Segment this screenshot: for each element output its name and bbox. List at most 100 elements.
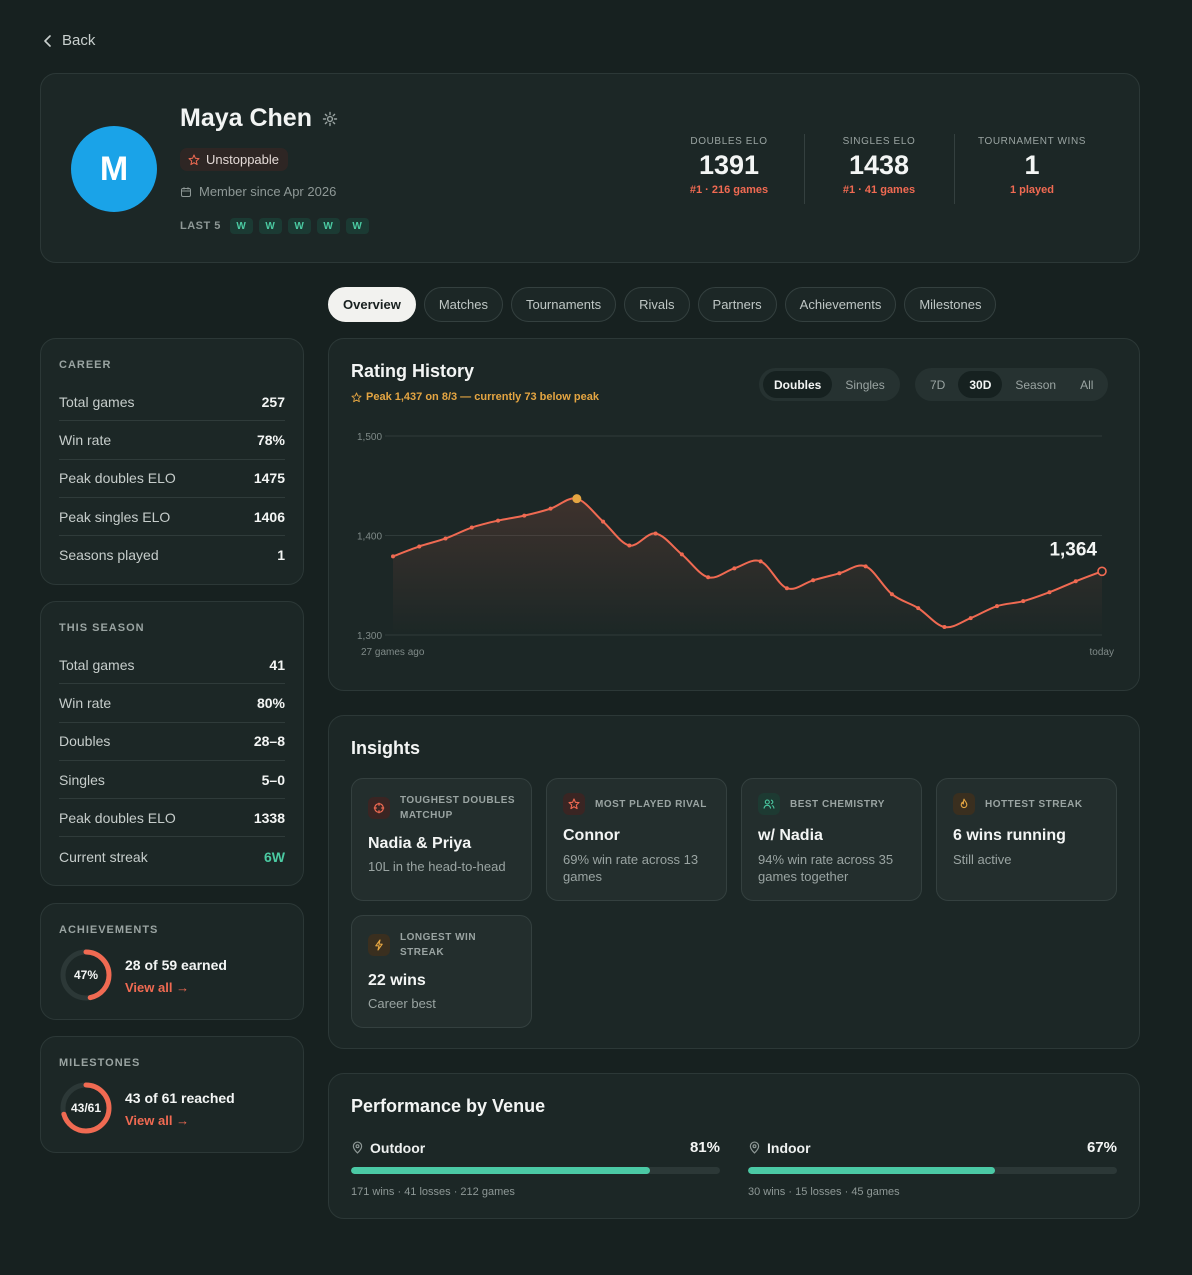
data-point [417, 544, 422, 549]
data-point [496, 518, 501, 523]
data-point [968, 616, 973, 621]
insight-title: 6 wins running [953, 827, 1066, 844]
insight-toughest-matchup[interactable]: TOUGHEST DOUBLES MATCHUP Nadia & Priya 1… [351, 778, 532, 901]
insight-best-chemistry[interactable]: BEST CHEMISTRY w/ Nadia 94% win rate acr… [741, 778, 922, 901]
season-heading: THIS SEASON [59, 622, 145, 634]
achievements-progress-ring: 47% [59, 948, 113, 1002]
insight-sub: Career best [368, 996, 436, 1011]
milestones-view-all-link[interactable]: View all → [125, 1113, 190, 1128]
row-label: Singles [59, 771, 105, 788]
result-pill: W [316, 218, 340, 234]
tab-milestones[interactable]: Milestones [904, 287, 997, 322]
career-heading: CAREER [59, 359, 112, 371]
row-value: 1475 [253, 470, 285, 487]
insight-title: Nadia & Priya [368, 835, 472, 852]
data-point [627, 543, 632, 548]
season-card: THIS SEASON Total games 41 Win rate 80% Do… [40, 601, 304, 886]
peak-note-text: Peak 1,437 on 8/3 — currently 73 below p… [366, 391, 599, 403]
row-label: Doubles [59, 733, 111, 750]
insight-caption: TOUGHEST DOUBLES MATCHUP [400, 795, 516, 821]
stat-row: Doubles 28–8 [59, 723, 285, 761]
venue-percent: 81% [689, 1139, 720, 1156]
profile-tabs: Overview Matches Tournaments Rivals Part… [328, 287, 997, 322]
data-point [653, 531, 658, 536]
data-point [758, 559, 763, 564]
mode-singles-option[interactable]: Singles [845, 377, 885, 392]
insight-sub: 69% win rate across 13 games [563, 852, 699, 884]
rating-line [392, 497, 1103, 629]
data-point [1073, 579, 1078, 584]
x-end-label: today [1090, 647, 1114, 658]
result-pill: W [229, 218, 253, 234]
data-point [837, 571, 842, 576]
stat-divider [804, 134, 805, 204]
stat-value: 1438 [848, 150, 910, 180]
row-value: 28–8 [253, 733, 285, 750]
venue-progress-bar [748, 1167, 1117, 1174]
data-point [994, 604, 999, 609]
current-point [1097, 566, 1107, 577]
rating-history-card: Rating History Peak 1,437 on 8/3 — curre… [328, 338, 1140, 691]
data-point [548, 506, 553, 511]
location-pin-icon [352, 1141, 363, 1154]
tab-matches[interactable]: Matches [423, 287, 503, 322]
bolt-icon [368, 934, 390, 956]
row-value: 41 [269, 656, 285, 673]
venue-name: Outdoor [370, 1139, 426, 1156]
tab-rivals[interactable]: Rivals [624, 287, 690, 322]
range-7d-option[interactable]: 7D [930, 377, 946, 392]
row-value: 1 [277, 547, 285, 564]
stat-sub: #1 · 41 games [842, 184, 916, 196]
data-point [811, 578, 816, 583]
stat-row: Seasons played 1 [59, 536, 285, 574]
x-start-label: 27 games ago [361, 647, 425, 658]
star-icon [563, 793, 585, 815]
tab-partners[interactable]: Partners [697, 287, 777, 322]
row-label: Current streak [59, 848, 148, 865]
insight-most-played-rival[interactable]: MOST PLAYED RIVAL Connor 69% win rate ac… [546, 778, 727, 901]
player-name-row: Maya Chen [180, 104, 338, 133]
row-value: 80% [256, 694, 285, 711]
venue-outdoor: Outdoor 81% 171 wins · 41 losses · 212 g… [351, 1139, 720, 1198]
range-season-option[interactable]: Season [1015, 377, 1057, 392]
achievements-view-all-link[interactable]: View all → [125, 980, 190, 995]
row-label: Peak doubles ELO [59, 470, 176, 487]
tab-overview[interactable]: Overview [328, 287, 416, 322]
data-point [601, 519, 606, 524]
row-value: 1406 [253, 508, 285, 525]
insights-title: Insights [351, 738, 421, 758]
star-icon [188, 154, 200, 165]
insight-longest-win-streak[interactable]: LONGEST WIN STREAK 22 wins Career best [351, 915, 532, 1028]
stat-row: Singles 5–0 [59, 761, 285, 800]
singles-elo-stat: SINGLES ELO 1438 #1 · 41 games [809, 136, 949, 196]
row-label: Total games [59, 393, 135, 410]
mode-doubles-option[interactable]: Doubles [763, 371, 833, 398]
tab-tournaments[interactable]: Tournaments [510, 287, 617, 322]
calendar-icon [181, 186, 191, 197]
rating-area [393, 498, 1102, 635]
range-toggle: 7D 30D Season All [915, 368, 1109, 401]
tab-achievements[interactable]: Achievements [784, 287, 897, 322]
gear-icon[interactable] [322, 111, 338, 127]
insight-hottest-streak[interactable]: HOTTEST STREAK 6 wins running Still acti… [936, 778, 1117, 901]
doubles-elo-stat: DOUBLES ELO 1391 #1 · 216 games [659, 136, 799, 196]
back-button[interactable]: Back [42, 32, 95, 49]
y-tick-label: 1,400 [357, 532, 382, 543]
range-30d-option[interactable]: 30D [958, 371, 1003, 398]
badge-label: Unstoppable [206, 152, 279, 167]
achievements-card: ACHIEVEMENTS 47% 28 of 59 earned View al… [40, 903, 304, 1020]
career-card: CAREER Total games 257 Win rate 78% Peak d… [40, 338, 304, 585]
peak-note: Peak 1,437 on 8/3 — currently 73 below p… [351, 391, 599, 403]
stat-row: Current streak 6W [59, 837, 285, 875]
stat-row: Peak doubles ELO 1475 [59, 460, 285, 498]
member-since-text: Member since Apr 2026 [199, 184, 337, 199]
profile-card: M Maya Chen Unstoppable Member since Apr… [40, 73, 1140, 263]
stat-title: TOURNAMENT WINS [977, 136, 1087, 147]
stat-divider [954, 134, 955, 204]
data-point [1021, 599, 1026, 604]
venue-progress-fill [351, 1167, 650, 1174]
insight-title: w/ Nadia [758, 827, 823, 844]
stat-row: Total games 257 [59, 383, 285, 422]
range-all-option[interactable]: All [1080, 377, 1094, 392]
achievements-heading: ACHIEVEMENTS [59, 924, 159, 936]
